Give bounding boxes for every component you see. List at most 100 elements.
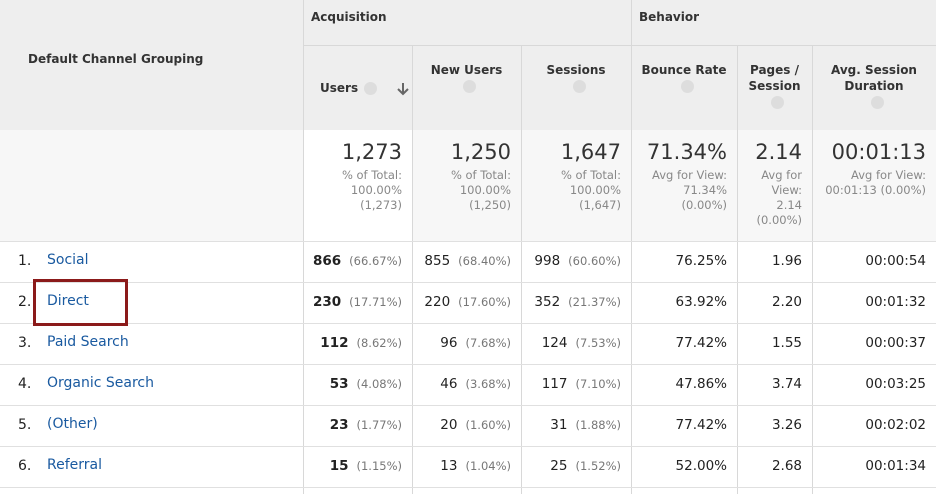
row-index: 5. [18,417,32,433]
metric-cell: 52.00% [631,458,727,474]
metric-percent: (68.40%) [458,254,511,268]
column-header-label: Bounce Rate [641,63,727,77]
metric-value: 13 [440,458,458,474]
column-header-label: Users [320,81,359,95]
metric-percent: (1.04%) [465,459,511,473]
metric-percent: (7.53%) [575,336,621,350]
channel-link[interactable]: Referral [47,457,102,473]
metric-value: 46 [440,376,458,392]
column-header-label: New Users [430,63,503,77]
total-value: 1,273 [341,140,402,164]
metric-value: 31 [550,417,568,433]
metric-cell: 76.25% [631,253,727,269]
metric-value: 96 [440,335,458,351]
column-header: Pages / Session [741,62,808,110]
total-note: Avg for View: 2.14 (0.00%) [737,168,802,228]
row-index: 4. [18,376,32,392]
metric-cell: 2.68 [737,458,802,474]
metric-percent: (3.68%) [465,377,511,391]
metric-percent: (1.52%) [575,459,621,473]
metric-cell: 00:00:54 [812,253,926,269]
row-divider [0,241,936,242]
metric-percent: (1.88%) [575,418,621,432]
metric-cell: 1.96 [737,253,802,269]
metric-percent: (8.62%) [356,336,402,350]
metric-value: 3.26 [771,417,802,433]
metric-value: 76.25% [675,253,727,269]
total-value: 71.34% [646,140,727,164]
column-divider [303,0,304,494]
channel-link[interactable]: Social [47,252,89,268]
row-divider [0,405,936,406]
metric-value: 77.42% [675,417,727,433]
total-note-line: Avg for View: [851,168,926,182]
metric-value: 52.00% [675,458,727,474]
metric-cell: 15 (1.15%) [303,458,402,474]
column-divider [412,45,413,494]
total-note: % of Total: 100.00% (1,273) [303,168,402,213]
column-divider [737,45,738,494]
total-value: 1,647 [560,140,621,164]
metric-value: 2.20 [771,294,802,310]
group-header: Behavior [639,10,700,24]
total-note-line: 2.14 [776,198,802,212]
metric-percent: (17.71%) [349,295,402,309]
metric-percent: (21.37%) [568,295,621,309]
metric-cell: 00:00:37 [812,335,926,351]
metric-value: 63.92% [675,294,727,310]
metric-value: 352 [534,294,561,310]
total-note-line: (0.00%) [756,213,802,227]
metric-value: 00:00:37 [865,335,926,351]
channel-link[interactable]: Organic Search [47,375,155,391]
metric-value: 47.86% [675,376,727,392]
metric-value: 53 [329,376,349,392]
metric-cell: 1.55 [737,335,802,351]
metric-percent: (1.15%) [356,459,402,473]
group-header: Acquisition [311,10,387,24]
metric-cell: 20 (1.60%) [412,417,511,433]
help-icon[interactable] [771,96,784,109]
row-divider [0,487,936,488]
metric-cell: 96 (7.68%) [412,335,511,351]
total-note-line: (1,250) [469,198,511,212]
total-note-line: Avg for View: [652,168,727,182]
metric-value: 25 [550,458,568,474]
metric-cell: 998 (60.60%) [521,253,621,269]
group-divider [303,45,936,46]
channel-link[interactable]: Direct [47,293,89,309]
metric-cell: 13 (1.04%) [412,458,511,474]
row-index: 2. [18,294,32,310]
metric-cell: 46 (3.68%) [412,376,511,392]
total-value: 00:01:13 [831,140,926,164]
metric-value: 220 [424,294,451,310]
metric-value: 2.68 [771,458,802,474]
total-note: % of Total: 100.00% (1,647) [521,168,621,213]
totals-sorted-bg [303,130,412,241]
metric-percent: (1.77%) [356,418,402,432]
metric-value: 3.74 [771,376,802,392]
help-icon[interactable] [572,80,586,93]
channel-link[interactable]: (Other) [47,416,98,432]
column-header-label: Sessions [546,63,606,77]
metric-cell: 53 (4.08%) [303,376,402,392]
metric-value: 15 [329,458,349,474]
total-note-line: 100.00% [569,183,621,197]
column-header: Users [307,80,408,96]
metric-cell: 112 (8.62%) [303,335,402,351]
total-note: Avg for View: 00:01:13 (0.00%) [812,168,926,198]
metric-cell: 352 (21.37%) [521,294,621,310]
metric-cell: 23 (1.77%) [303,417,402,433]
channel-link[interactable]: Paid Search [47,334,129,350]
help-icon[interactable] [463,80,476,93]
column-header-label: Pages / Session [748,63,801,93]
row-divider [0,446,936,447]
metric-cell: 3.74 [737,376,802,392]
help-icon[interactable] [680,80,694,93]
column-header: Avg. Session Duration [816,62,932,110]
row-index: 6. [18,458,32,474]
help-icon[interactable] [870,96,884,109]
metric-cell: 00:03:25 [812,376,926,392]
metric-percent: (7.10%) [575,377,621,391]
help-icon[interactable] [364,82,378,95]
metric-value: 00:01:32 [865,294,926,310]
